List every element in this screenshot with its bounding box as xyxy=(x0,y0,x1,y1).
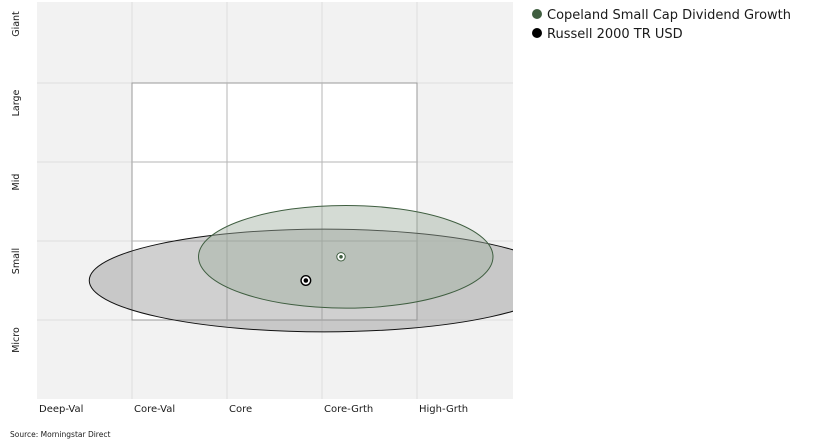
centroid-russell-2000-tr-usd xyxy=(300,275,312,287)
centroid-dot xyxy=(339,254,343,259)
zone-copeland-small-cap-dividend-growth xyxy=(198,204,494,309)
y-tick-mid: Mid xyxy=(11,174,22,191)
centroid-copeland-small-cap-dividend-growth xyxy=(336,252,346,262)
centroids xyxy=(300,252,346,287)
legend-label: Russell 2000 TR USD xyxy=(547,27,683,42)
y-tick-giant: Giant xyxy=(11,11,22,37)
x-tick-core-val: Core-Val xyxy=(134,404,175,415)
style-box xyxy=(131,82,418,321)
y-tick-micro: Micro xyxy=(11,327,22,353)
legend-item-russell-2000-tr-usd: Russell 2000 TR USD xyxy=(532,27,683,42)
x-tick-core: Core xyxy=(229,404,252,415)
legend-label: Copeland Small Cap Dividend Growth xyxy=(547,8,791,23)
legend-marker xyxy=(532,28,542,38)
x-tick-high-grth: High-Grth xyxy=(419,404,468,415)
source-note: Source: Morningstar Direct xyxy=(10,430,110,439)
x-tick-deep-val: Deep-Val xyxy=(39,404,83,415)
y-axis-tick-labels: Micro Small Mid Large Giant xyxy=(11,11,22,353)
legend: Copeland Small Cap Dividend Growth Russel… xyxy=(532,8,791,42)
centroid-dot xyxy=(303,278,309,283)
y-tick-small: Small xyxy=(11,248,22,274)
y-tick-large: Large xyxy=(11,89,22,116)
x-tick-core-grth: Core-Grth xyxy=(324,404,373,415)
legend-item-copeland-small-cap-dividend-growth: Copeland Small Cap Dividend Growth xyxy=(532,8,791,23)
style-box-fill xyxy=(131,82,418,321)
x-axis-tick-labels: Deep-Val Core-Val Core Core-Grth High-Grth xyxy=(39,404,468,415)
legend-marker xyxy=(532,9,542,19)
